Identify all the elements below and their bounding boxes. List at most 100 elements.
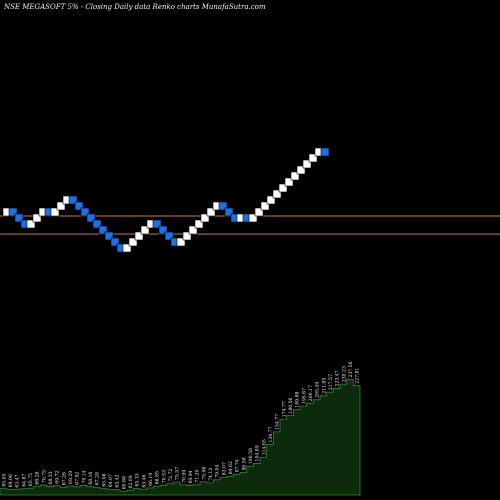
value-label: 67.28	[95, 472, 101, 485]
renko-brick-down	[98, 225, 108, 235]
value-label: 71.20	[195, 470, 201, 483]
value-label: 70.53	[161, 470, 167, 483]
value-label: 72.72	[168, 469, 174, 482]
value-label: 79.04	[215, 465, 221, 478]
renko-brick-down	[92, 219, 102, 229]
renko-brick-down	[8, 207, 18, 217]
value-label: 154.77	[275, 414, 281, 430]
value-label: 70.14	[81, 470, 87, 483]
value-label: 100.58	[248, 448, 254, 464]
renko-brick-down	[80, 207, 90, 217]
value-label: 90.58	[241, 457, 247, 470]
value-label: 60.88	[121, 476, 127, 489]
renko-brick-up	[278, 183, 288, 193]
value-label: 68.85	[155, 471, 161, 484]
value-label: 64.07	[108, 474, 114, 487]
renko-brick-up	[308, 153, 318, 163]
value-area	[0, 379, 361, 496]
value-label: 189.88	[295, 392, 301, 408]
renko-brick-up	[200, 213, 210, 223]
value-label: 65.33	[135, 473, 141, 486]
renko-brick-down	[164, 231, 174, 241]
value-label: 70.99	[181, 470, 187, 483]
value-label: 63.42	[115, 474, 121, 487]
renko-brick-down	[86, 213, 96, 223]
chart-title: NSE MEGASOFT 5% - Closing Daily data Ren…	[4, 3, 266, 11]
value-labels-layer: 65.05 64.06 63.47 64.87 65.75 68.28 70.75 68.33…	[1, 361, 360, 489]
renko-brick-up	[272, 189, 282, 199]
value-label: 69.29	[68, 471, 74, 484]
volume-area-layer	[0, 379, 361, 496]
renko-brick-up	[26, 219, 36, 229]
value-label: 70.75	[41, 470, 47, 483]
value-label: 62.09	[128, 475, 134, 488]
value-label: 83.07	[221, 462, 227, 475]
value-label: 68.28	[35, 471, 41, 484]
renko-brick-up	[188, 225, 198, 235]
value-label: 69.72	[55, 470, 61, 483]
value-label: 65.75	[28, 473, 34, 486]
value-label: 75.57	[175, 467, 181, 480]
renko-brick-up	[266, 195, 276, 205]
renko-bricks-layer	[2, 147, 330, 253]
value-label: 68.16	[88, 471, 94, 484]
value-label: 195.67	[301, 388, 307, 404]
value-label: 211.85	[321, 378, 327, 394]
renko-brick-up	[248, 213, 258, 223]
value-label: 217.57	[328, 374, 334, 390]
value-label: 63.47	[15, 474, 21, 487]
value-label: 174.77	[281, 401, 287, 417]
value-label: 68.33	[48, 471, 54, 484]
renko-brick-up	[194, 219, 204, 229]
renko-brick-down	[104, 231, 114, 241]
value-label: 104.89	[255, 445, 261, 461]
renko-brick-down	[14, 213, 24, 223]
value-label: 84.62	[228, 461, 234, 474]
value-label: 66.19	[148, 473, 154, 486]
renko-brick-up	[296, 165, 306, 175]
renko-brick-up	[122, 243, 132, 253]
renko-brick-up	[140, 225, 150, 235]
renko-brick-down	[152, 219, 162, 229]
value-label: 237.56	[348, 361, 354, 377]
renko-brick-up	[182, 231, 192, 241]
renko-brick-up	[128, 237, 138, 247]
value-label: 205.49	[315, 382, 321, 398]
renko-brick-down	[110, 237, 120, 247]
renko-brick-up	[32, 213, 42, 223]
renko-brick-down	[74, 201, 84, 211]
renko-brick-down	[224, 207, 234, 217]
renko-brick-down	[68, 195, 78, 205]
renko-brick-down	[218, 201, 228, 211]
renko-brick-up	[134, 231, 144, 241]
renko-brick-up	[290, 171, 300, 181]
value-label: 64.06	[8, 474, 14, 487]
renko-brick-down	[158, 225, 168, 235]
renko-brick-up	[50, 207, 60, 217]
value-label: 114.65	[261, 439, 267, 455]
value-label: 64.87	[21, 474, 27, 487]
renko-brick-up	[302, 159, 312, 169]
value-label: 223.47	[335, 370, 341, 386]
value-label: 74.12	[208, 468, 214, 481]
renko-brick-up	[56, 201, 66, 211]
value-label: 227.81	[355, 368, 361, 384]
value-label: 200.17	[308, 385, 314, 401]
value-label: 69.94	[188, 470, 194, 483]
value-label: 65.08	[101, 473, 107, 486]
renko-brick-up	[206, 207, 216, 217]
renko-brick-up	[254, 207, 264, 217]
value-label: 67.92	[75, 472, 81, 485]
renko-brick-up	[176, 237, 186, 247]
value-label: 75.96	[201, 467, 207, 480]
renko-brick-up	[284, 177, 294, 187]
value-label: 87.74	[235, 459, 241, 472]
value-label: 134.77	[268, 426, 274, 442]
value-label: 63.46	[141, 474, 147, 487]
renko-brick-up	[260, 201, 270, 211]
value-label: 180.56	[288, 397, 294, 413]
value-label: 230.23	[341, 366, 347, 382]
value-label: 65.05	[1, 473, 7, 486]
renko-brick-down	[320, 147, 330, 157]
